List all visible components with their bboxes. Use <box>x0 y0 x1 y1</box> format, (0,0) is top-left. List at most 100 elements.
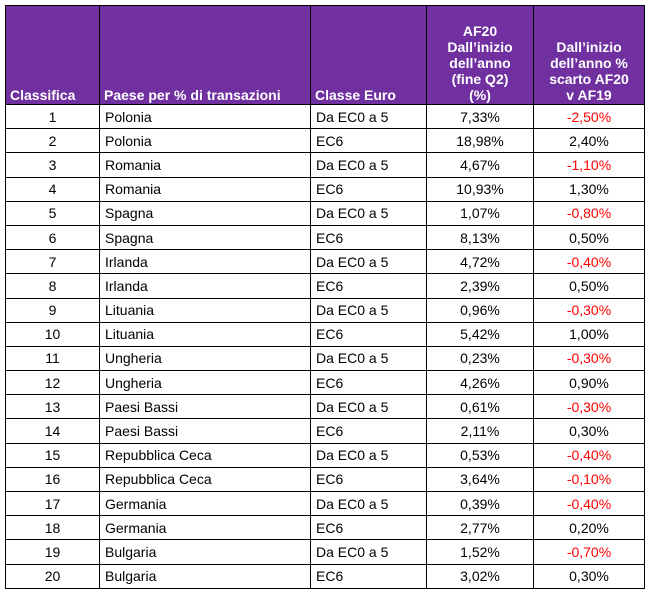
af20-value-cell: 2,39% <box>426 273 534 299</box>
table-row: 10 Lituania EC6 5,42% 1,00% <box>5 321 645 347</box>
rank-cell: 11 <box>5 345 100 372</box>
euro-class-cell: Da EC0 a 5 <box>310 345 427 372</box>
country-cell: Bulgaria <box>99 539 311 565</box>
af20-value-cell: 0,96% <box>426 297 534 323</box>
af20-value-cell: 0,39% <box>426 490 534 517</box>
af20-value-cell: 4,67% <box>426 152 534 178</box>
rank-cell: 19 <box>5 539 100 565</box>
header-af20-line: AF20 <box>462 23 498 39</box>
euro-class-cell: Da EC0 a 5 <box>310 200 427 226</box>
rank-cell: 10 <box>5 321 100 347</box>
header-diff-line: dell’anno % <box>550 55 628 71</box>
diff-value-cell: -0,80% <box>533 200 645 226</box>
rank-cell: 9 <box>5 297 100 323</box>
rank-cell: 1 <box>5 103 100 130</box>
diff-value-cell: 0,90% <box>533 370 645 396</box>
euro-class-cell: Da EC0 a 5 <box>310 249 427 275</box>
af20-value-cell: 4,26% <box>426 370 534 396</box>
euro-class-cell: EC6 <box>310 515 427 541</box>
af20-value-cell: 18,98% <box>426 128 534 154</box>
country-cell: Irlanda <box>99 249 311 275</box>
header-diff: Dall’inizio dell’anno % scarto AF20 v AF… <box>533 5 645 105</box>
diff-value-cell: -0,40% <box>533 442 645 468</box>
rank-cell: 5 <box>5 200 100 226</box>
country-cell: Polonia <box>99 128 311 154</box>
euro-class-cell: EC6 <box>310 273 427 299</box>
af20-value-cell: 8,13% <box>426 224 534 251</box>
table-row: 18 Germania EC6 2,77% 0,20% <box>5 515 645 541</box>
table-row: 1 Polonia Da EC0 a 5 7,33% -2,50% <box>5 103 645 130</box>
af20-value-cell: 10,93% <box>426 176 534 202</box>
diff-value-cell: -2,50% <box>533 103 645 130</box>
euro-class-cell: EC6 <box>310 418 427 444</box>
euro-class-cell: Da EC0 a 5 <box>310 539 427 565</box>
euro-class-cell: EC6 <box>310 176 427 202</box>
country-cell: Spagna <box>99 224 311 251</box>
af20-value-cell: 1,07% <box>426 200 534 226</box>
country-cell: Lituania <box>99 321 311 347</box>
table-row: 8 Irlanda EC6 2,39% 0,50% <box>5 273 645 299</box>
table-row: 6 Spagna EC6 8,13% 0,50% <box>5 224 645 251</box>
country-cell: Irlanda <box>99 273 311 299</box>
country-cell: Lituania <box>99 297 311 323</box>
table-row: 14 Paesi Bassi EC6 2,11% 0,30% <box>5 418 645 444</box>
table-row: 2 Polonia EC6 18,98% 2,40% <box>5 128 645 154</box>
table-row: 11 Ungheria Da EC0 a 5 0,23% -0,30% <box>5 345 645 372</box>
diff-value-cell: -0,70% <box>533 539 645 565</box>
country-cell: Polonia <box>99 103 311 130</box>
header-euro-class: Classe Euro <box>310 5 427 105</box>
table-row: 15 Repubblica Ceca Da EC0 a 5 0,53% -0,40% <box>5 442 645 468</box>
header-diff-line: v AF19 <box>566 87 612 103</box>
rank-cell: 18 <box>5 515 100 541</box>
af20-value-cell: 3,64% <box>426 466 534 493</box>
diff-value-cell: 0,20% <box>533 515 645 541</box>
euro-class-cell: Da EC0 a 5 <box>310 103 427 130</box>
header-country: Paese per % di transazioni <box>99 5 311 105</box>
table-row: 9 Lituania Da EC0 a 5 0,96% -0,30% <box>5 297 645 323</box>
country-cell: Repubblica Ceca <box>99 466 311 493</box>
header-af20-line: dell’anno <box>449 55 511 71</box>
rank-cell: 4 <box>5 176 100 202</box>
af20-value-cell: 1,52% <box>426 539 534 565</box>
table-row: 5 Spagna Da EC0 a 5 1,07% -0,80% <box>5 200 645 226</box>
table-row: 12 Ungheria EC6 4,26% 0,90% <box>5 370 645 396</box>
diff-value-cell: -0,30% <box>533 394 645 420</box>
table-body: 1 Polonia Da EC0 a 5 7,33% -2,50% 2 Polonia EC6… <box>5 103 645 589</box>
table-row: 7 Irlanda Da EC0 a 5 4,72% -0,40% <box>5 249 645 275</box>
diff-value-cell: 0,30% <box>533 418 645 444</box>
table-row: 16 Repubblica Ceca EC6 3,64% -0,10% <box>5 466 645 493</box>
af20-value-cell: 7,33% <box>426 103 534 130</box>
euro-class-cell: Da EC0 a 5 <box>310 297 427 323</box>
header-af20-line: (%) <box>469 87 491 103</box>
euro-class-cell: EC6 <box>310 224 427 251</box>
header-rank: Classifica <box>5 5 100 105</box>
table-row: 17 Germania Da EC0 a 5 0,39% -0,40% <box>5 490 645 517</box>
header-af20: AF20 Dall’inizio dell’anno (fine Q2) (%) <box>426 5 534 105</box>
diff-value-cell: 2,40% <box>533 128 645 154</box>
country-cell: Romania <box>99 176 311 202</box>
diff-value-cell: -1,10% <box>533 152 645 178</box>
euro-class-cell: EC6 <box>310 321 427 347</box>
rank-cell: 13 <box>5 394 100 420</box>
diff-value-cell: 0,50% <box>533 273 645 299</box>
euro-class-cell: EC6 <box>310 563 427 589</box>
country-cell: Spagna <box>99 200 311 226</box>
diff-value-cell: -0,30% <box>533 345 645 372</box>
diff-value-cell: 0,30% <box>533 563 645 589</box>
header-af20-line: (fine Q2) <box>451 71 509 87</box>
rank-cell: 14 <box>5 418 100 444</box>
rank-cell: 3 <box>5 152 100 178</box>
table-row: 20 Bulgaria EC6 3,02% 0,30% <box>5 563 645 589</box>
af20-value-cell: 5,42% <box>426 321 534 347</box>
country-cell: Paesi Bassi <box>99 418 311 444</box>
country-cell: Bulgaria <box>99 563 311 589</box>
af20-value-cell: 0,53% <box>426 442 534 468</box>
euro-class-cell: Da EC0 a 5 <box>310 394 427 420</box>
af20-value-cell: 0,61% <box>426 394 534 420</box>
af20-value-cell: 0,23% <box>426 345 534 372</box>
euro-class-cell: Da EC0 a 5 <box>310 152 427 178</box>
country-cell: Repubblica Ceca <box>99 442 311 468</box>
table-row: 3 Romania Da EC0 a 5 4,67% -1,10% <box>5 152 645 178</box>
country-cell: Paesi Bassi <box>99 394 311 420</box>
country-cell: Ungheria <box>99 370 311 396</box>
